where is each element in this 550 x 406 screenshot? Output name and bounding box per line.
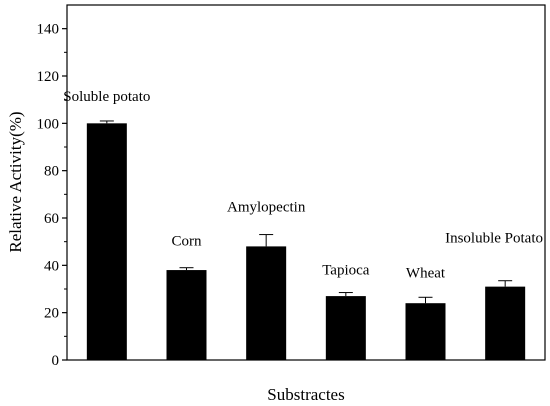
y-axis-label: Relative Activity(%) bbox=[6, 111, 25, 252]
y-tick-label: 40 bbox=[44, 258, 59, 274]
y-tick-label: 120 bbox=[37, 69, 60, 85]
bars bbox=[86, 120, 526, 360]
y-tick-label: 0 bbox=[52, 353, 60, 369]
y-tick-label: 140 bbox=[37, 22, 60, 38]
bar bbox=[325, 296, 366, 360]
bar bbox=[166, 270, 207, 360]
y-tick-label: 60 bbox=[44, 211, 59, 227]
bar-label: Amylopectin bbox=[227, 200, 306, 216]
y-tick-label: 20 bbox=[44, 306, 59, 322]
bar-label: Corn bbox=[172, 234, 203, 250]
bar bbox=[246, 246, 287, 360]
x-axis-label: Substractes bbox=[267, 385, 344, 404]
bar-label: Soluble potato bbox=[63, 89, 150, 105]
bar-label: Insoluble Potato bbox=[445, 231, 543, 247]
y-ticks: 0 20 40 60 80 100 120 140 bbox=[37, 22, 67, 369]
bar-label: Tapioca bbox=[322, 263, 370, 279]
bar bbox=[485, 286, 526, 360]
bar-labels: Soluble potato Corn Amylopectin Tapioca Whea… bbox=[63, 89, 543, 281]
bar bbox=[86, 123, 127, 360]
bar-label: Wheat bbox=[406, 265, 446, 281]
y-tick-label: 80 bbox=[44, 164, 59, 180]
y-tick-label: 100 bbox=[37, 116, 60, 132]
bar bbox=[405, 303, 446, 360]
plot-frame bbox=[66, 4, 546, 361]
